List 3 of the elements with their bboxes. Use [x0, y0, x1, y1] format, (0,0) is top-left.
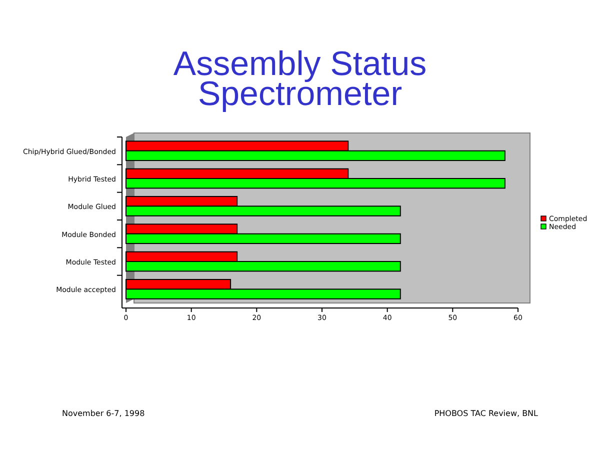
chart-title: Assembly Status Spectrometer — [173, 45, 427, 113]
text: November 6-7, 1998 — [62, 409, 145, 418]
text: PHOBOS TAC Review, BNL — [434, 409, 539, 418]
